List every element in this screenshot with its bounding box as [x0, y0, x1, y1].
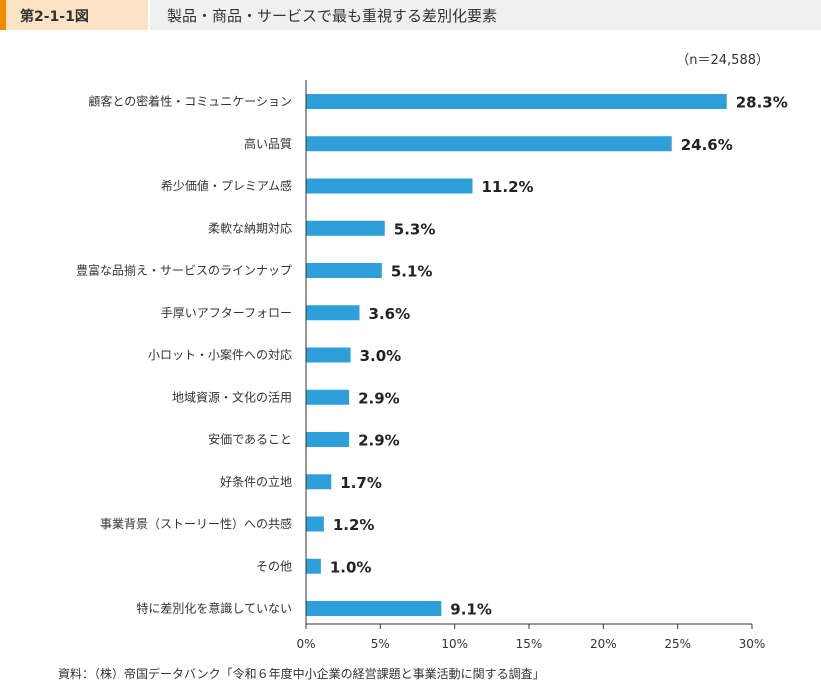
- source-note: 資料：（株）帝国データバンク「令和６年度中小企業の経営課題と事業活動に関する調査…: [58, 667, 545, 681]
- data-label: 2.9%: [358, 432, 400, 450]
- figure-title-box: [150, 0, 821, 30]
- x-tick-label: 10%: [441, 637, 468, 651]
- x-tick-label: 20%: [590, 637, 617, 651]
- figure-label-box: [6, 0, 148, 30]
- category-label: その他: [256, 559, 292, 573]
- data-label: 5.1%: [391, 263, 433, 281]
- bar-9: [306, 432, 350, 447]
- data-label: 1.2%: [333, 516, 375, 534]
- category-label: 豊富な品揃え・サービスのラインナップ: [76, 263, 292, 278]
- figure-header: 第2-1-1図 製品・商品・サービスで最も重視する差別化要素: [0, 0, 821, 30]
- bar-3: [306, 178, 473, 194]
- sample-size-note: （n＝24,588）: [676, 53, 769, 68]
- x-tick-label: 5%: [371, 637, 390, 651]
- category-label: 好条件の立地: [220, 474, 292, 489]
- data-label: 1.0%: [330, 558, 372, 576]
- category-label: 事業背景（ストーリー性）への共感: [100, 516, 292, 531]
- figure-title: 製品・商品・サービスで最も重視する差別化要素: [167, 7, 498, 25]
- x-tick-label: 25%: [664, 637, 691, 651]
- category-label: 高い品質: [244, 136, 292, 151]
- category-label: 安価であること: [208, 432, 292, 447]
- bar-7: [306, 347, 351, 363]
- data-label: 3.6%: [369, 305, 411, 323]
- data-label: 3.0%: [360, 347, 402, 365]
- category-label: 顧客との密着性・コミュニケーション: [88, 94, 292, 109]
- x-tick-label: 15%: [516, 637, 543, 651]
- category-label: 手厚いアフターフォロー: [161, 306, 292, 320]
- category-label: 小ロット・小案件への対応: [148, 347, 292, 362]
- bar-11: [306, 516, 324, 532]
- data-label: 28.3%: [736, 94, 788, 112]
- header-accent-bar: [0, 0, 6, 30]
- bar-10: [306, 474, 332, 490]
- data-label: 5.3%: [394, 220, 436, 238]
- x-tick-label: 0%: [296, 637, 315, 651]
- bar-4: [306, 220, 385, 236]
- data-label: 11.2%: [482, 178, 534, 196]
- x-tick-label: 30%: [739, 637, 766, 651]
- data-label: 2.9%: [358, 389, 400, 407]
- category-label: 地域資源・文化の活用: [172, 389, 292, 404]
- category-label: 特に差別化を意識していない: [136, 601, 292, 616]
- bar-5: [306, 263, 382, 278]
- category-label: 希少価値・プレミアム感: [161, 178, 292, 193]
- data-label: 1.7%: [340, 474, 382, 492]
- bar-8: [306, 389, 350, 405]
- bar-2: [306, 136, 672, 152]
- bar-6: [306, 305, 360, 321]
- bar-13: [306, 601, 442, 616]
- bar-12: [306, 558, 321, 574]
- figure-label: 第2-1-1図: [20, 9, 89, 25]
- bar-1: [306, 94, 727, 109]
- data-label: 24.6%: [681, 136, 733, 154]
- data-label: 9.1%: [450, 601, 492, 619]
- category-label: 柔軟な納期対応: [208, 220, 292, 235]
